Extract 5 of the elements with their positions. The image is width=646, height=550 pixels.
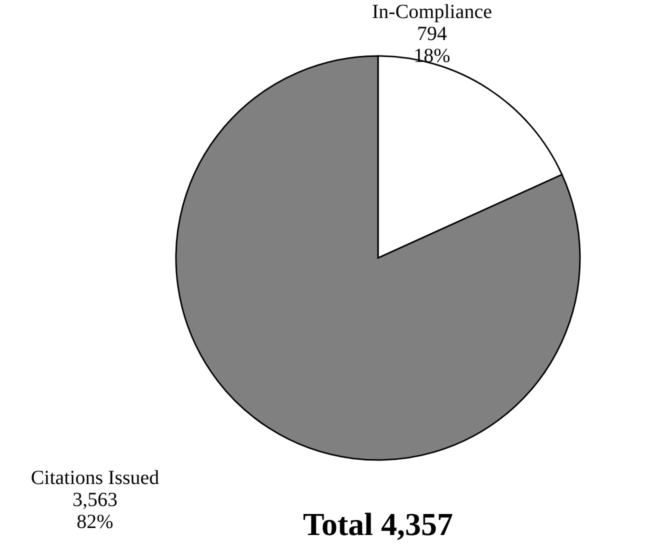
slice-label: In-Compliance <box>372 1 492 23</box>
text: Total 4,357 <box>303 506 453 542</box>
data-label: 3,563 82% <box>72 489 118 533</box>
data-label: 794 18% <box>414 23 450 67</box>
slice-label: Citations Issued <box>30 467 160 489</box>
